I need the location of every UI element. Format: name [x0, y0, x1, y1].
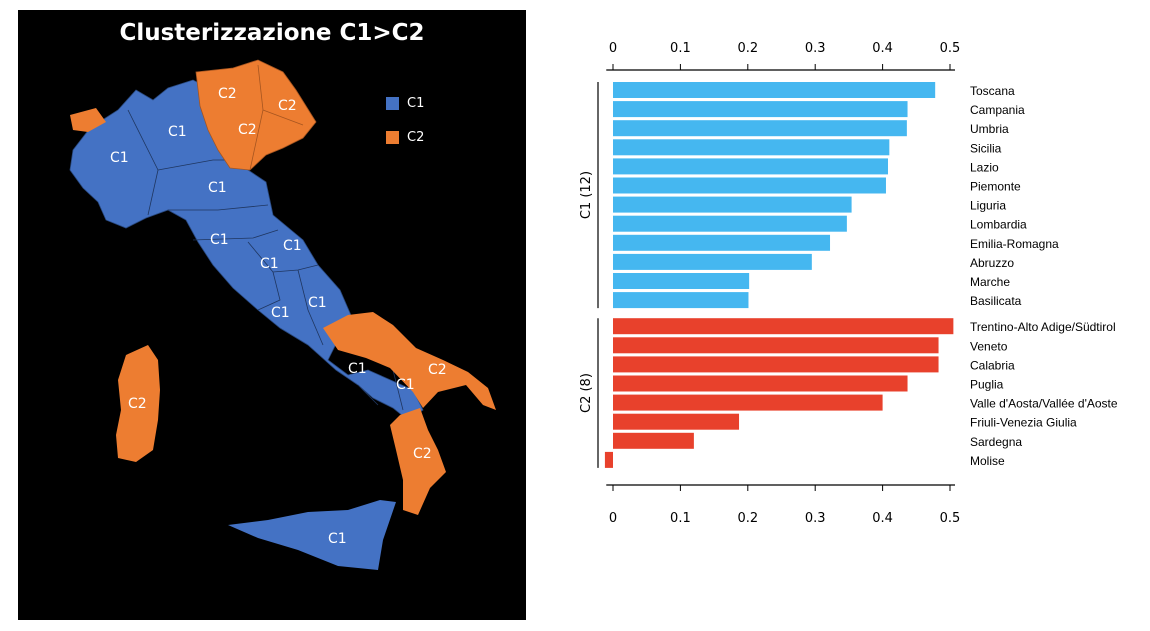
- tick-label-bottom: 0: [609, 511, 617, 526]
- category-label: Campania: [970, 103, 1025, 117]
- category-label: Emilia-Romagna: [970, 237, 1059, 251]
- map-label: C2: [218, 86, 237, 102]
- legend-swatch-c1: [386, 97, 399, 110]
- map-label: C1: [260, 256, 279, 272]
- category-label: Molise: [970, 454, 1005, 468]
- map-label: C1: [271, 305, 290, 321]
- map-label: C1: [168, 124, 187, 140]
- bar: [613, 337, 939, 354]
- map-label: C2: [428, 362, 447, 378]
- category-label: Lazio: [970, 160, 999, 174]
- bar: [613, 82, 936, 98]
- bar: [613, 101, 908, 118]
- category-label: Piemonte: [970, 180, 1021, 194]
- tick-label-bottom: 0.5: [940, 511, 961, 526]
- category-label: Abruzzo: [970, 256, 1014, 270]
- map-region-c2-puglia: [323, 312, 496, 410]
- map-panel: C1 C1 C1 C1 C1 C1 C1 C1 C1 C1 C1 C2 C2 C…: [18, 10, 526, 620]
- bar: [604, 451, 613, 468]
- map-label: C2: [278, 98, 297, 114]
- category-label: Marche: [970, 275, 1010, 289]
- map-label: C1: [308, 295, 327, 311]
- bar: [613, 253, 812, 270]
- map-title: Clusterizzazione C1>C2: [119, 20, 425, 46]
- tick-label-top: 0.1: [670, 41, 691, 56]
- map-label: C1: [208, 180, 227, 196]
- category-label: Valle d'Aosta/Vallée d'Aoste: [970, 397, 1118, 411]
- bar: [613, 139, 890, 156]
- category-label: Lombardia: [970, 218, 1027, 232]
- map-label: C1: [110, 150, 129, 166]
- category-label: Umbria: [970, 122, 1009, 136]
- tick-label-bottom: 0.1: [670, 511, 691, 526]
- bar: [613, 432, 694, 449]
- category-label: Friuli-Venezia Giulia: [970, 416, 1077, 430]
- tick-label-bottom: 0.3: [805, 511, 826, 526]
- map-region-c2-calabria: [390, 408, 446, 515]
- map-label: C1: [348, 361, 367, 377]
- legend-swatch-c2: [386, 131, 399, 144]
- bar: [613, 356, 939, 373]
- bar: [613, 177, 886, 194]
- category-label: Puglia: [970, 378, 1004, 392]
- map-region-c2-sardegna: [116, 345, 160, 462]
- map-region-c2-aosta: [70, 108, 106, 132]
- map-region-c2-northeast: [195, 59, 317, 171]
- map-label: C2: [128, 396, 147, 412]
- tick-label-top: 0.3: [805, 41, 826, 56]
- legend-item-c2: C2: [386, 130, 424, 145]
- bar: [613, 196, 852, 213]
- category-label: Liguria: [970, 199, 1006, 213]
- tick-label-top: 0.2: [737, 41, 758, 56]
- category-label: Sicilia: [970, 141, 1002, 155]
- legend-label-c1: C1: [407, 96, 425, 111]
- tick-label-bottom: 0.2: [737, 511, 758, 526]
- legend-label-c2: C2: [407, 130, 425, 145]
- tick-label-top: 0.5: [940, 41, 961, 56]
- bar: [613, 273, 750, 289]
- tick-label-top: 0: [609, 41, 617, 56]
- bar: [613, 234, 831, 251]
- map-label: C1: [328, 531, 347, 547]
- bar: [613, 120, 907, 137]
- bar: [613, 292, 749, 309]
- map-region-labels: C1 C1 C1 C1 C1 C1 C1 C1 C1 C1 C1 C2 C2 C…: [110, 86, 447, 547]
- bar: [613, 394, 883, 411]
- category-label: Trentino-Alto Adige/Südtirol: [970, 320, 1116, 334]
- category-label: Sardegna: [970, 435, 1022, 449]
- bar: [613, 413, 740, 430]
- map-label: C1: [210, 232, 229, 248]
- tick-label-bottom: 0.4: [872, 511, 893, 526]
- bar: [613, 158, 888, 175]
- map-label: C2: [238, 122, 257, 138]
- map-label: C1: [283, 238, 302, 254]
- tick-label-top: 0.4: [872, 41, 893, 56]
- group-label: C1 (12): [579, 171, 594, 219]
- italy-map: C1 C1 C1 C1 C1 C1 C1 C1 C1 C1 C1 C2 C2 C…: [69, 59, 496, 570]
- category-label: Calabria: [970, 358, 1015, 372]
- category-label: Toscana: [970, 84, 1015, 98]
- bar: [613, 215, 847, 232]
- category-label: Veneto: [970, 339, 1008, 353]
- legend-item-c1: C1: [386, 96, 424, 111]
- bar: [613, 375, 908, 392]
- map-label: C2: [413, 446, 432, 462]
- bar-chart: 0 0 0.1 0.1 0.2 0.2 0.3 0.3 0.4 0.4 0.5 0.5 Toscana C…: [579, 41, 1118, 526]
- group-label: C2 (8): [579, 373, 594, 413]
- map-region-borders: [127, 109, 404, 411]
- map-label: C1: [396, 377, 415, 393]
- category-label: Basilicata: [970, 294, 1022, 308]
- map-region-c1-sicilia: [228, 500, 396, 570]
- bar: [613, 318, 954, 335]
